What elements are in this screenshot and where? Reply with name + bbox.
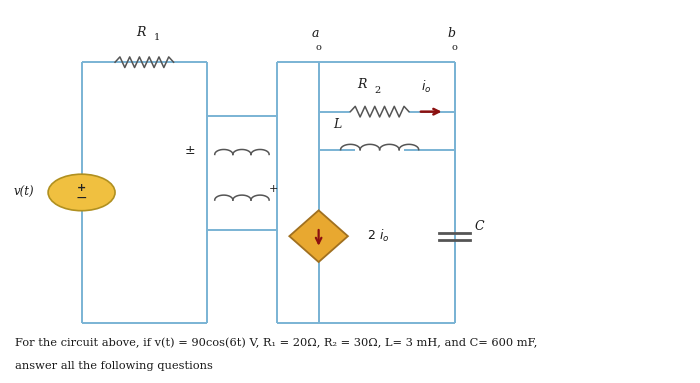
Text: −: − [76,191,88,205]
Text: o: o [452,43,458,52]
Text: v(t): v(t) [13,186,34,199]
Text: R: R [358,78,367,91]
Text: o: o [316,43,321,52]
Text: 2: 2 [374,86,381,95]
Text: b: b [447,27,455,40]
Text: +: + [77,183,86,193]
Text: $i_o$: $i_o$ [421,79,432,95]
Circle shape [48,174,115,211]
Polygon shape [289,210,348,262]
Text: answer all the following questions: answer all the following questions [15,361,214,371]
Text: 1: 1 [154,33,160,43]
Text: For the circuit above, if v(t) = 90cos(6t) V, R₁ = 20Ω, R₂ = 30Ω, L= 3 mH, and C: For the circuit above, if v(t) = 90cos(6… [15,338,538,348]
Bar [207,116,276,231]
Text: R: R [136,26,146,39]
Text: C: C [474,220,484,233]
Text: ±: ± [184,144,195,157]
Text: $2\ i_o$: $2\ i_o$ [368,228,390,244]
Text: L: L [334,118,342,131]
Text: +: + [269,183,278,194]
Text: a: a [312,27,319,40]
